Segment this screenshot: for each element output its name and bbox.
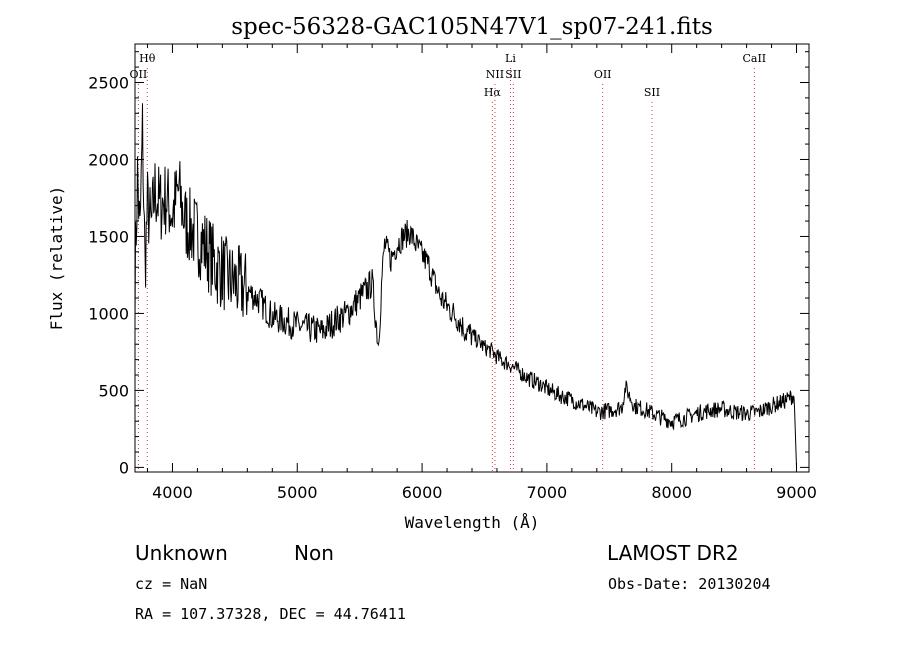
x-tick-label: 9000 [776,483,817,502]
line-marker-label: Hα [484,86,502,99]
radec-text: RA = 107.37328, DEC = 44.76411 [135,605,406,623]
x-tick-label: 8000 [651,483,692,502]
line-marker-label: Hθ [139,52,156,65]
x-axis-label: Wavelength (Å) [405,513,540,532]
spectrum-line [134,103,797,468]
line-marker-label: OII [130,68,148,81]
x-tick-label: 6000 [402,483,443,502]
line-marker-label: OII [594,68,612,81]
x-tick-label: 4000 [152,483,193,502]
x-tick-label: 5000 [277,483,318,502]
cz-text: cz = NaN [135,575,207,593]
line-marker-label: SII [644,86,660,99]
survey-text: LAMOST DR2 [607,541,739,565]
y-tick-label: 1000 [88,304,129,323]
spectrum-series [134,103,797,468]
obsdate-text: Obs-Date: 20130204 [608,575,771,593]
x-axis: 4000 5000 6000 7000 8000 9000 [146,44,817,502]
y-axis: 0 500 1000 1500 2000 2500 [88,51,809,477]
y-tick-label: 1500 [88,227,129,246]
line-marker-label: NII [486,68,504,81]
class-text: Unknown [135,541,228,565]
y-tick-label: 2500 [88,73,129,92]
subclass-text: Non [294,541,334,565]
y-tick-label: 2000 [88,150,129,169]
x-tick-label: 7000 [527,483,568,502]
y-tick-label: 500 [98,381,129,400]
line-marker-label: Li [505,52,516,65]
line-marker-label: SII [505,68,521,81]
line-marker-label: CaII [742,52,766,65]
chart-title: spec-56328-GAC105N47V1_sp07-241.fits [231,14,713,40]
y-tick-label: 0 [119,458,129,477]
y-axis-label: Flux (relative) [47,186,66,331]
